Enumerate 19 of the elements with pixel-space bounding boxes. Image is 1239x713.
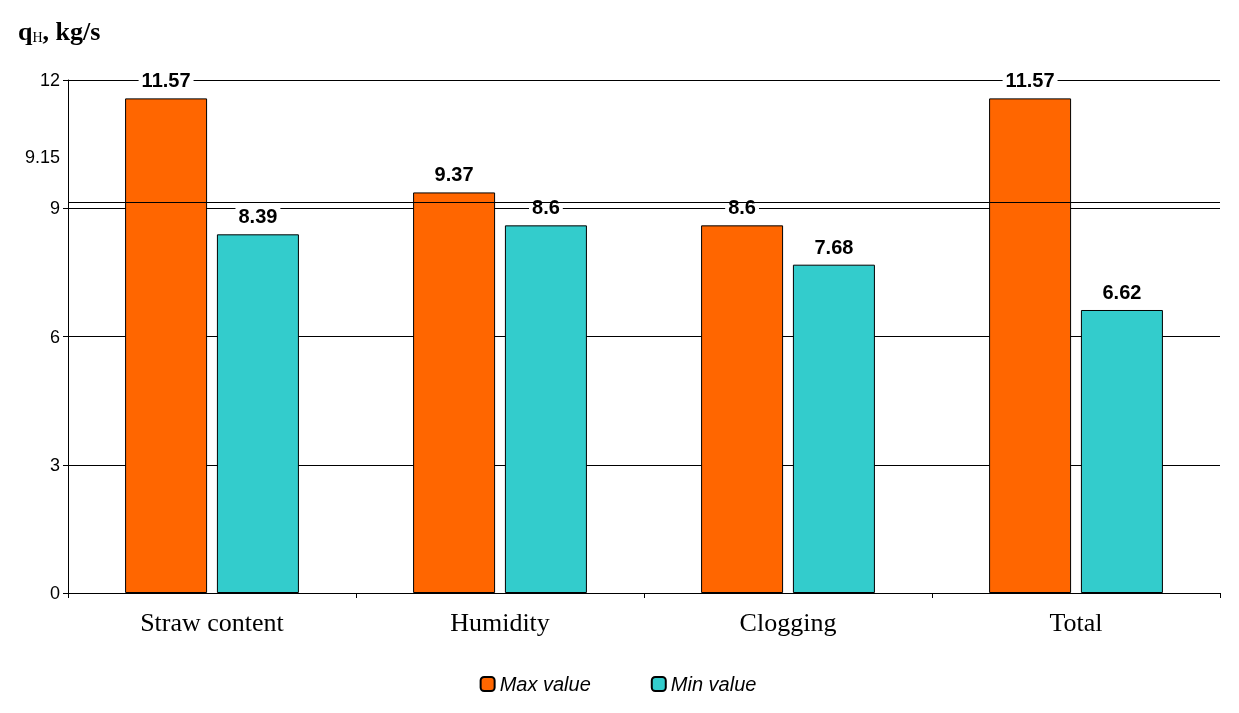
legend-label: Min value (670, 673, 757, 695)
data-label: 8.39 (238, 205, 278, 228)
x-tick-label: Humidity (450, 607, 550, 637)
data-label: 6.62 (1102, 280, 1142, 303)
x-tick-label: Clogging (739, 607, 837, 637)
y-tick-label: 12 (39, 70, 60, 90)
legend-label: Max value (499, 673, 591, 695)
y-tick-label: 0 (49, 583, 60, 603)
y-tick-label: 6 (49, 326, 60, 347)
data-label: 7.68 (814, 235, 854, 258)
data-label: 9.37 (434, 163, 474, 186)
x-tick-label: Total (1049, 607, 1103, 637)
data-label: 11.57 (1005, 69, 1055, 92)
x-tick-label: Straw content (140, 607, 285, 637)
data-label: 11.57 (141, 69, 191, 92)
ref-line-label: 9.15 (24, 146, 60, 167)
y-tick-label: 9 (49, 198, 60, 219)
y-axis-title: qH, kg/s (18, 16, 101, 46)
y-tick-label: 3 (49, 454, 60, 475)
